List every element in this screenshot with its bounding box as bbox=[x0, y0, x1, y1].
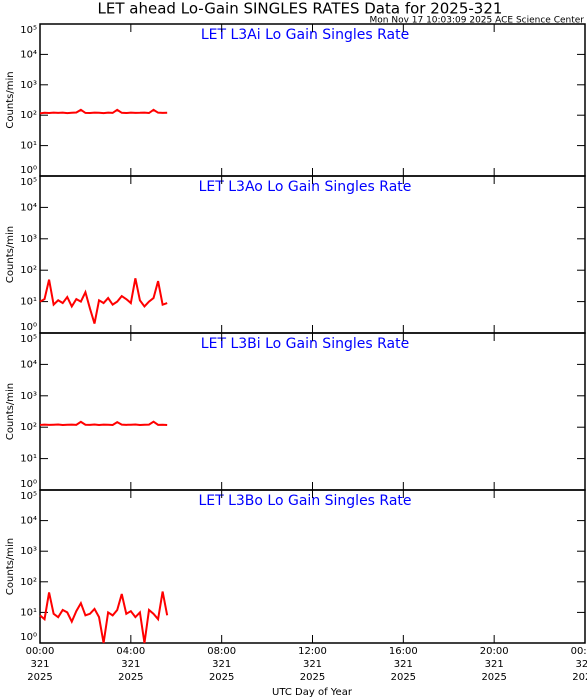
x-tick-year: 2025 bbox=[118, 672, 143, 683]
x-tick-label: 04:00 bbox=[116, 646, 145, 657]
y-tick-label: 10⁰ bbox=[20, 479, 37, 490]
data-line bbox=[39, 108, 168, 115]
x-tick-label: 08:00 bbox=[207, 646, 236, 657]
x-tick-year: 2025 bbox=[481, 672, 506, 683]
x-tick-year: 2025 bbox=[300, 672, 325, 683]
y-tick-label: 10¹ bbox=[20, 297, 37, 308]
y-axis-label: Counts/min bbox=[5, 226, 16, 283]
x-tick-year: 2025 bbox=[27, 672, 52, 683]
y-tick-label: 10⁴ bbox=[20, 202, 37, 213]
x-tick-day: 321 bbox=[394, 659, 413, 670]
y-tick-label: 10³ bbox=[20, 391, 37, 402]
plot-frame bbox=[39, 489, 586, 644]
x-tick-year: 2025 bbox=[209, 672, 234, 683]
y-tick-label: 10¹ bbox=[20, 454, 37, 465]
data-line bbox=[39, 420, 168, 426]
x-tick-day: 321 bbox=[485, 659, 504, 670]
x-tick-day: 321 bbox=[121, 659, 140, 670]
y-tick-label: 10⁴ bbox=[20, 359, 37, 370]
chart-subtitle: Mon Nov 17 10:03:09 2025 ACE Science Cen… bbox=[370, 16, 585, 26]
panel-title: LET L3Ai Lo Gain Singles Rate bbox=[201, 27, 409, 43]
x-tick-label: 16:00 bbox=[389, 646, 418, 657]
y-tick-label: 10⁵ bbox=[20, 491, 37, 502]
y-tick-label: 10³ bbox=[20, 80, 37, 91]
plot-frame bbox=[39, 332, 586, 491]
x-tick-label: 00:00 bbox=[571, 646, 587, 657]
y-tick-label: 10⁴ bbox=[20, 49, 37, 60]
x-tick-day: 321 bbox=[212, 659, 231, 670]
x-axis-label: UTC Day of Year bbox=[272, 687, 353, 698]
y-tick-label: 10⁴ bbox=[20, 516, 37, 527]
panel-title: LET L3Bo Lo Gain Singles Rate bbox=[198, 493, 411, 509]
x-tick-label: 00:00 bbox=[26, 646, 55, 657]
x-tick-day: 321 bbox=[303, 659, 322, 670]
panel-title: LET L3Bi Lo Gain Singles Rate bbox=[201, 336, 409, 352]
y-axis-label: Counts/min bbox=[5, 383, 16, 440]
y-tick-label: 10⁵ bbox=[20, 177, 37, 188]
y-tick-label: 10² bbox=[20, 422, 37, 433]
y-tick-label: 10² bbox=[20, 265, 37, 276]
plot-frame bbox=[39, 175, 586, 334]
x-tick-label: 12:00 bbox=[298, 646, 327, 657]
data-line bbox=[39, 278, 168, 324]
chart-title: LET ahead Lo-Gain SINGLES RATES Data for… bbox=[98, 0, 503, 18]
x-tick-day: 321 bbox=[30, 659, 49, 670]
y-axis-label: Counts/min bbox=[5, 71, 16, 128]
x-tick-year: 2025 bbox=[572, 672, 587, 683]
panel-title: LET L3Ao Lo Gain Singles Rate bbox=[199, 179, 412, 195]
x-tick-day: 322 bbox=[575, 659, 587, 670]
plot-frame bbox=[39, 23, 586, 177]
x-tick-label: 20:00 bbox=[480, 646, 509, 657]
y-tick-label: 10² bbox=[20, 110, 37, 121]
y-tick-label: 10¹ bbox=[20, 141, 37, 152]
y-tick-label: 10¹ bbox=[20, 607, 37, 618]
y-tick-label: 10² bbox=[20, 577, 37, 588]
y-tick-label: 10⁵ bbox=[20, 25, 37, 36]
y-tick-label: 10³ bbox=[20, 234, 37, 245]
x-tick-year: 2025 bbox=[391, 672, 416, 683]
y-tick-label: 10⁰ bbox=[20, 632, 37, 643]
y-tick-label: 10⁰ bbox=[20, 165, 37, 176]
y-tick-label: 10⁵ bbox=[20, 334, 37, 345]
y-tick-label: 10³ bbox=[20, 546, 37, 557]
data-line bbox=[39, 591, 169, 644]
y-tick-label: 10⁰ bbox=[20, 322, 37, 333]
y-axis-label: Counts/min bbox=[5, 538, 16, 595]
